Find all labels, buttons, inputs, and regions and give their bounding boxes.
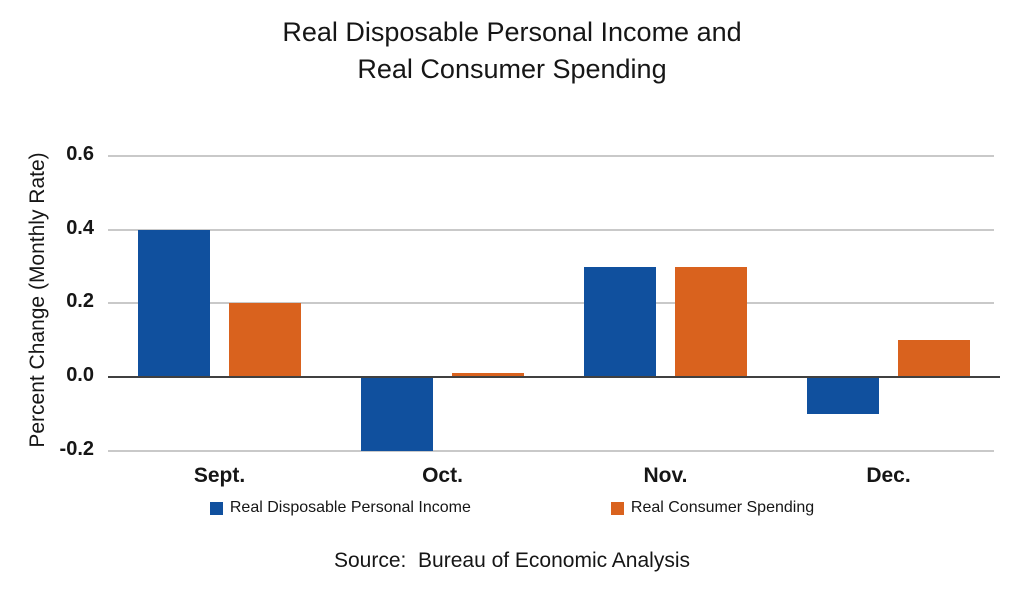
legend-label-spending: Real Consumer Spending [630, 499, 815, 516]
y-tick-label-0.6: 0.6 [66, 143, 94, 166]
bar-income-dec [807, 377, 879, 414]
bar-spending-sept [229, 303, 301, 377]
bar-spending-nov [675, 266, 747, 377]
y-tick-label--0.2: -0.2 [59, 437, 94, 460]
chart-title-line2: Real Consumer Spending [357, 54, 667, 84]
bar-spending-dec [898, 340, 970, 377]
legend-swatch-income [209, 501, 223, 515]
y-tick-label-0.2: 0.2 [66, 290, 94, 313]
gridline--0.2 [108, 449, 994, 452]
chart-title: Real Disposable Personal Income and Real… [0, 14, 1024, 88]
chart-title-line1: Real Disposable Personal Income and [282, 17, 742, 47]
x-axis-label-nov: Nov. [643, 464, 688, 487]
gridline-0.6 [108, 155, 994, 158]
gridline-0.2 [108, 302, 994, 305]
y-tick-label-0.0: 0.0 [66, 364, 94, 386]
source-note: Source: Bureau of Economic Analysis [333, 549, 690, 572]
plot-area: Sept. Oct. Nov. Dec. [108, 130, 1000, 487]
x-axis-label-sept: Sept. [193, 464, 246, 487]
legend-swatch-spending [610, 501, 624, 515]
x-axis-label-dec: Dec. [866, 464, 911, 487]
gridline-0.4 [108, 228, 994, 231]
zero-axis-line [108, 376, 1000, 378]
legend-entry-spending: Real Consumer Spending [610, 499, 815, 517]
y-tick-label-0.4: 0.4 [66, 216, 94, 239]
legend-label-income: Real Disposable Personal Income [229, 499, 471, 516]
bar-income-oct [361, 377, 433, 451]
legend-entry-income: Real Disposable Personal Income [209, 499, 471, 517]
chart-legend: Real Disposable Personal Income Real Cons… [0, 499, 1024, 517]
bar-income-sept [138, 229, 210, 377]
x-axis-label-oct: Oct. [422, 464, 463, 487]
bar-spending-oct [452, 373, 524, 377]
bar-income-nov [584, 266, 656, 377]
